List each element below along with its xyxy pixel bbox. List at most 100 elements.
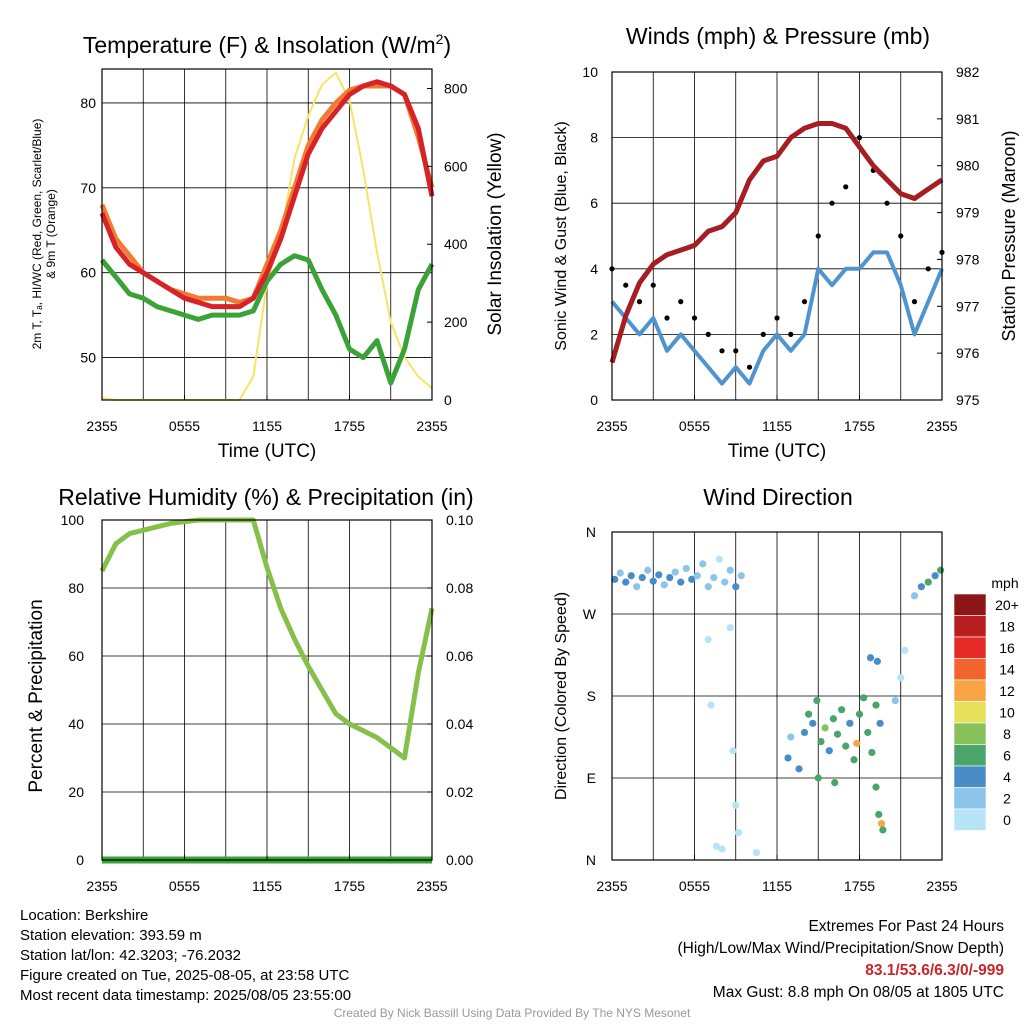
humidity-title: Relative Humidity (%) & Precipitation (i… xyxy=(58,484,473,510)
y2-tick-label: 0.08 xyxy=(446,580,473,596)
speed-legend-swatch xyxy=(953,593,987,616)
direction-point xyxy=(873,657,881,665)
direction-point xyxy=(877,819,886,828)
direction-point xyxy=(660,581,668,589)
station-info: Location: Berkshire Station elevation: 3… xyxy=(20,906,351,1006)
x-tick-label: 1755 xyxy=(844,418,875,434)
y2-tick-label: 600 xyxy=(444,158,468,174)
direction-point xyxy=(817,737,825,746)
speed-legend-label: 8 xyxy=(1003,726,1011,742)
winds-x-label: Time (UTC) xyxy=(728,441,827,462)
humidity-y-label: Percent & Precipitation xyxy=(26,599,47,792)
gust-point xyxy=(691,315,698,321)
gust-point xyxy=(815,233,821,239)
direction-point xyxy=(901,646,909,655)
x-tick-label: 2355 xyxy=(86,418,117,434)
direction-point xyxy=(611,575,619,583)
y2-tick-label: 0.10 xyxy=(446,512,473,528)
direction-point xyxy=(732,801,740,809)
y2-tick-label: 975 xyxy=(956,392,980,408)
direction-point xyxy=(855,710,864,718)
direction-point xyxy=(718,845,726,853)
direction-point xyxy=(710,573,718,582)
credit-line: Created By Nick Bassill Using Data Provi… xyxy=(333,1006,691,1020)
y2-tick-label: 976 xyxy=(956,345,980,361)
direction-point xyxy=(737,572,745,580)
direction-point xyxy=(726,566,734,574)
direction-point xyxy=(715,555,723,563)
direction-point xyxy=(732,583,740,591)
y2-tick-label: 0 xyxy=(444,392,452,408)
y2-tick-label: 979 xyxy=(956,205,980,221)
direction-point xyxy=(721,578,729,586)
direction-point xyxy=(868,748,876,757)
gust-point xyxy=(774,315,780,321)
direction-point xyxy=(752,849,760,857)
x-tick-label: 1155 xyxy=(252,418,282,434)
y-tick-label: N xyxy=(586,852,596,868)
direction-point xyxy=(866,654,875,662)
gust-point xyxy=(636,299,643,305)
gust-point xyxy=(911,299,918,305)
direction-point xyxy=(842,742,850,750)
wind-direction-y-label: Direction (Colored By Speed) xyxy=(553,592,570,800)
speed-legend-swatch xyxy=(953,722,987,745)
extremes-subtitle: (High/Low/Max Wind/Precipitation/Snow De… xyxy=(677,940,1005,957)
x-tick-label: 0555 xyxy=(679,418,710,434)
gust-point xyxy=(843,184,849,190)
direction-point xyxy=(622,578,630,586)
speed-legend-label: 20+ xyxy=(995,597,1019,613)
speed-legend-swatch xyxy=(953,744,987,767)
recent-data-timestamp: Most recent data timestamp: 2025/08/05 2… xyxy=(20,987,352,1004)
humidity-panel: Relative Humidity (%) & Precipitation (i… xyxy=(26,484,474,894)
direction-point xyxy=(860,694,868,702)
direction-point xyxy=(666,573,674,582)
y2-tick-label: 980 xyxy=(956,158,980,174)
pressure-series-line xyxy=(609,121,944,364)
direction-point xyxy=(655,571,663,579)
direction-point xyxy=(931,572,939,580)
direction-point xyxy=(924,578,932,586)
gust-point xyxy=(705,331,711,337)
y-tick-label: 0 xyxy=(76,852,84,868)
y2-tick-label: 400 xyxy=(444,236,468,252)
station-elevation: Station elevation: 393.59 m xyxy=(20,927,202,944)
insolation-y-label: Solar Insolation (Yellow) xyxy=(485,132,506,335)
direction-point xyxy=(838,706,846,714)
winds-title: Winds (mph) & Pressure (mb) xyxy=(626,23,930,49)
gust-point xyxy=(884,200,890,206)
x-tick-label: 1755 xyxy=(334,418,365,434)
speed-legend-label: 12 xyxy=(999,683,1015,699)
y-tick-label: 60 xyxy=(80,265,96,281)
y-tick-label: 60 xyxy=(68,648,84,664)
x-tick-label: 2355 xyxy=(416,878,447,894)
direction-point xyxy=(682,564,690,573)
gust-point xyxy=(925,266,931,272)
gust-point xyxy=(760,331,766,337)
direction-point xyxy=(825,747,833,755)
direction-point xyxy=(638,573,646,582)
speed-legend-label: 4 xyxy=(1003,769,1011,785)
direction-point xyxy=(846,719,854,727)
speed-legend-swatch xyxy=(953,701,987,724)
x-tick-label: 1155 xyxy=(762,878,792,894)
y2-tick-label: 800 xyxy=(444,80,468,96)
x-tick-label: 2355 xyxy=(596,878,627,894)
direction-point xyxy=(829,715,837,723)
gust-point xyxy=(746,364,753,370)
winds-panel: Winds (mph) & Pressure (mb) 2355 0555 1155… xyxy=(553,23,1019,462)
y-tick-label: N xyxy=(586,524,596,540)
direction-point xyxy=(734,829,743,837)
extremes-title: Extremes For Past 24 Hours xyxy=(808,918,1004,935)
direction-point xyxy=(805,710,813,718)
direction-point xyxy=(937,566,945,574)
speed-legend-swatch xyxy=(953,636,987,659)
direction-point xyxy=(814,774,822,782)
station-latlon: Station lat/lon: 42.3203; -76.2032 xyxy=(20,947,242,964)
y2-tick-label: 981 xyxy=(956,111,980,127)
direction-point xyxy=(833,730,842,738)
speed-legend-label: 16 xyxy=(999,640,1015,656)
y2-tick-label: 0.06 xyxy=(446,648,473,664)
speed-legend-swatch xyxy=(953,615,987,638)
